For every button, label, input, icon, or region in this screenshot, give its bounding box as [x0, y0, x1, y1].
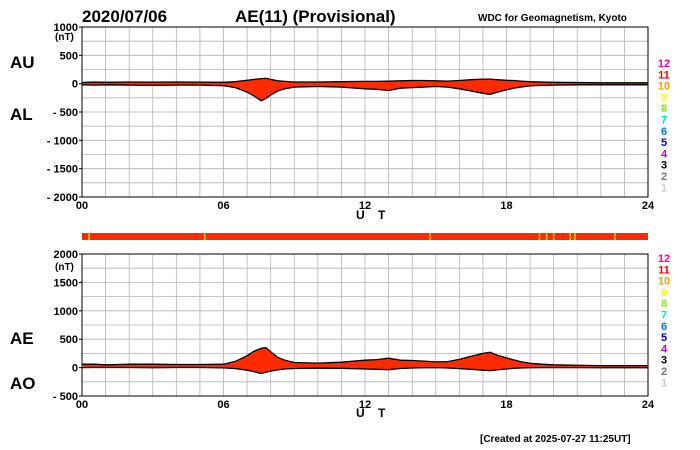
series-line-al: [81, 84, 648, 102]
station-legend-entry: 2: [661, 171, 667, 183]
x-tick-label: 06: [217, 200, 229, 212]
station-legend-entry: 3: [661, 355, 667, 367]
lower-unit-label: (nT): [55, 262, 74, 273]
source-label: WDC for Geomagnetism, Kyoto: [478, 13, 627, 24]
count-bar-drop: [569, 233, 571, 240]
station-legend-entry: 5: [661, 137, 667, 149]
y-tick-label: 500: [60, 50, 78, 62]
count-bar-drop: [614, 233, 616, 240]
station-legend-entry: 10: [658, 276, 670, 288]
station-count-bar: [82, 233, 648, 240]
series-line-au: [81, 77, 648, 84]
count-bar-drop: [429, 233, 431, 240]
station-legend-entry: 11: [658, 69, 670, 81]
station-legend-entry: 9: [661, 287, 667, 299]
plot-frame: [81, 253, 649, 397]
x-tick-label: 00: [76, 399, 88, 411]
x-tick-label: 12: [359, 399, 371, 411]
ae-label: AE: [10, 329, 34, 348]
series-line-ao: [81, 366, 648, 375]
station-legend-entry: 6: [661, 126, 667, 138]
station-legend-entry: 1: [661, 377, 667, 389]
station-legend-entry: 10: [658, 81, 670, 93]
count-bar-drop: [538, 233, 541, 240]
y-tick-label: - 1500: [47, 164, 78, 176]
x-tick-label: 24: [642, 200, 655, 212]
station-legend-entry: 12: [658, 58, 670, 70]
al-label: AL: [10, 105, 33, 124]
count-bar-drop: [203, 233, 206, 240]
x-tick-label: 18: [500, 200, 512, 212]
x-tick-label: 06: [217, 399, 229, 411]
count-bar-drop: [88, 233, 90, 240]
series-line-ae: [82, 347, 648, 367]
y-tick-label: 2000: [54, 249, 78, 261]
count-bar-fill: [82, 233, 648, 240]
station-legend-entry: 2: [661, 366, 667, 378]
y-tick-label: 0: [72, 79, 78, 91]
station-legend-entry: 9: [661, 92, 667, 104]
lower-x-axis-label: U T: [356, 406, 390, 420]
station-legend-entry: 1: [661, 182, 667, 194]
upper-unit-label: (nT): [55, 32, 74, 43]
station-legend-entry: 7: [661, 310, 667, 322]
ao-label: AO: [10, 374, 36, 393]
station-legend-entry: 4: [661, 343, 668, 355]
station-legend-entry: 7: [661, 115, 667, 127]
series-band: [82, 78, 648, 101]
station-legend-entry: 4: [661, 148, 668, 160]
au-label: AU: [10, 53, 35, 72]
x-tick-label: 24: [642, 399, 655, 411]
station-legend-entry: 8: [661, 103, 667, 115]
count-bar-drop: [545, 233, 548, 240]
x-tick-label: 00: [76, 200, 88, 212]
date-title: 2020/07/06: [82, 7, 167, 26]
station-legend-entry: 8: [661, 298, 667, 310]
station-legend-entry: 12: [658, 253, 670, 265]
upper-x-axis-label: U T: [356, 208, 390, 222]
y-tick-label: - 2000: [47, 192, 78, 204]
station-legend-entry: 5: [661, 332, 667, 344]
y-tick-label: 0: [72, 363, 78, 375]
y-tick-label: - 500: [53, 107, 78, 119]
count-bar-drop: [552, 233, 555, 240]
created-timestamp: [Created at 2025-07-27 11:25UT]: [480, 434, 631, 445]
x-tick-label: 12: [359, 200, 371, 212]
y-tick-label: - 1000: [47, 135, 78, 147]
station-legend-entry: 6: [661, 321, 667, 333]
y-tick-label: - 500: [53, 391, 78, 403]
y-tick-label: 1000: [54, 22, 78, 34]
y-tick-label: 1500: [54, 277, 78, 289]
count-bar-drop: [574, 233, 576, 240]
station-legend-entry: 3: [661, 160, 667, 172]
y-tick-label: 500: [60, 334, 78, 346]
index-title: AE(11) (Provisional): [235, 7, 396, 26]
x-tick-label: 18: [500, 399, 512, 411]
y-tick-label: 1000: [54, 306, 78, 318]
station-legend-entry: 11: [658, 264, 670, 276]
